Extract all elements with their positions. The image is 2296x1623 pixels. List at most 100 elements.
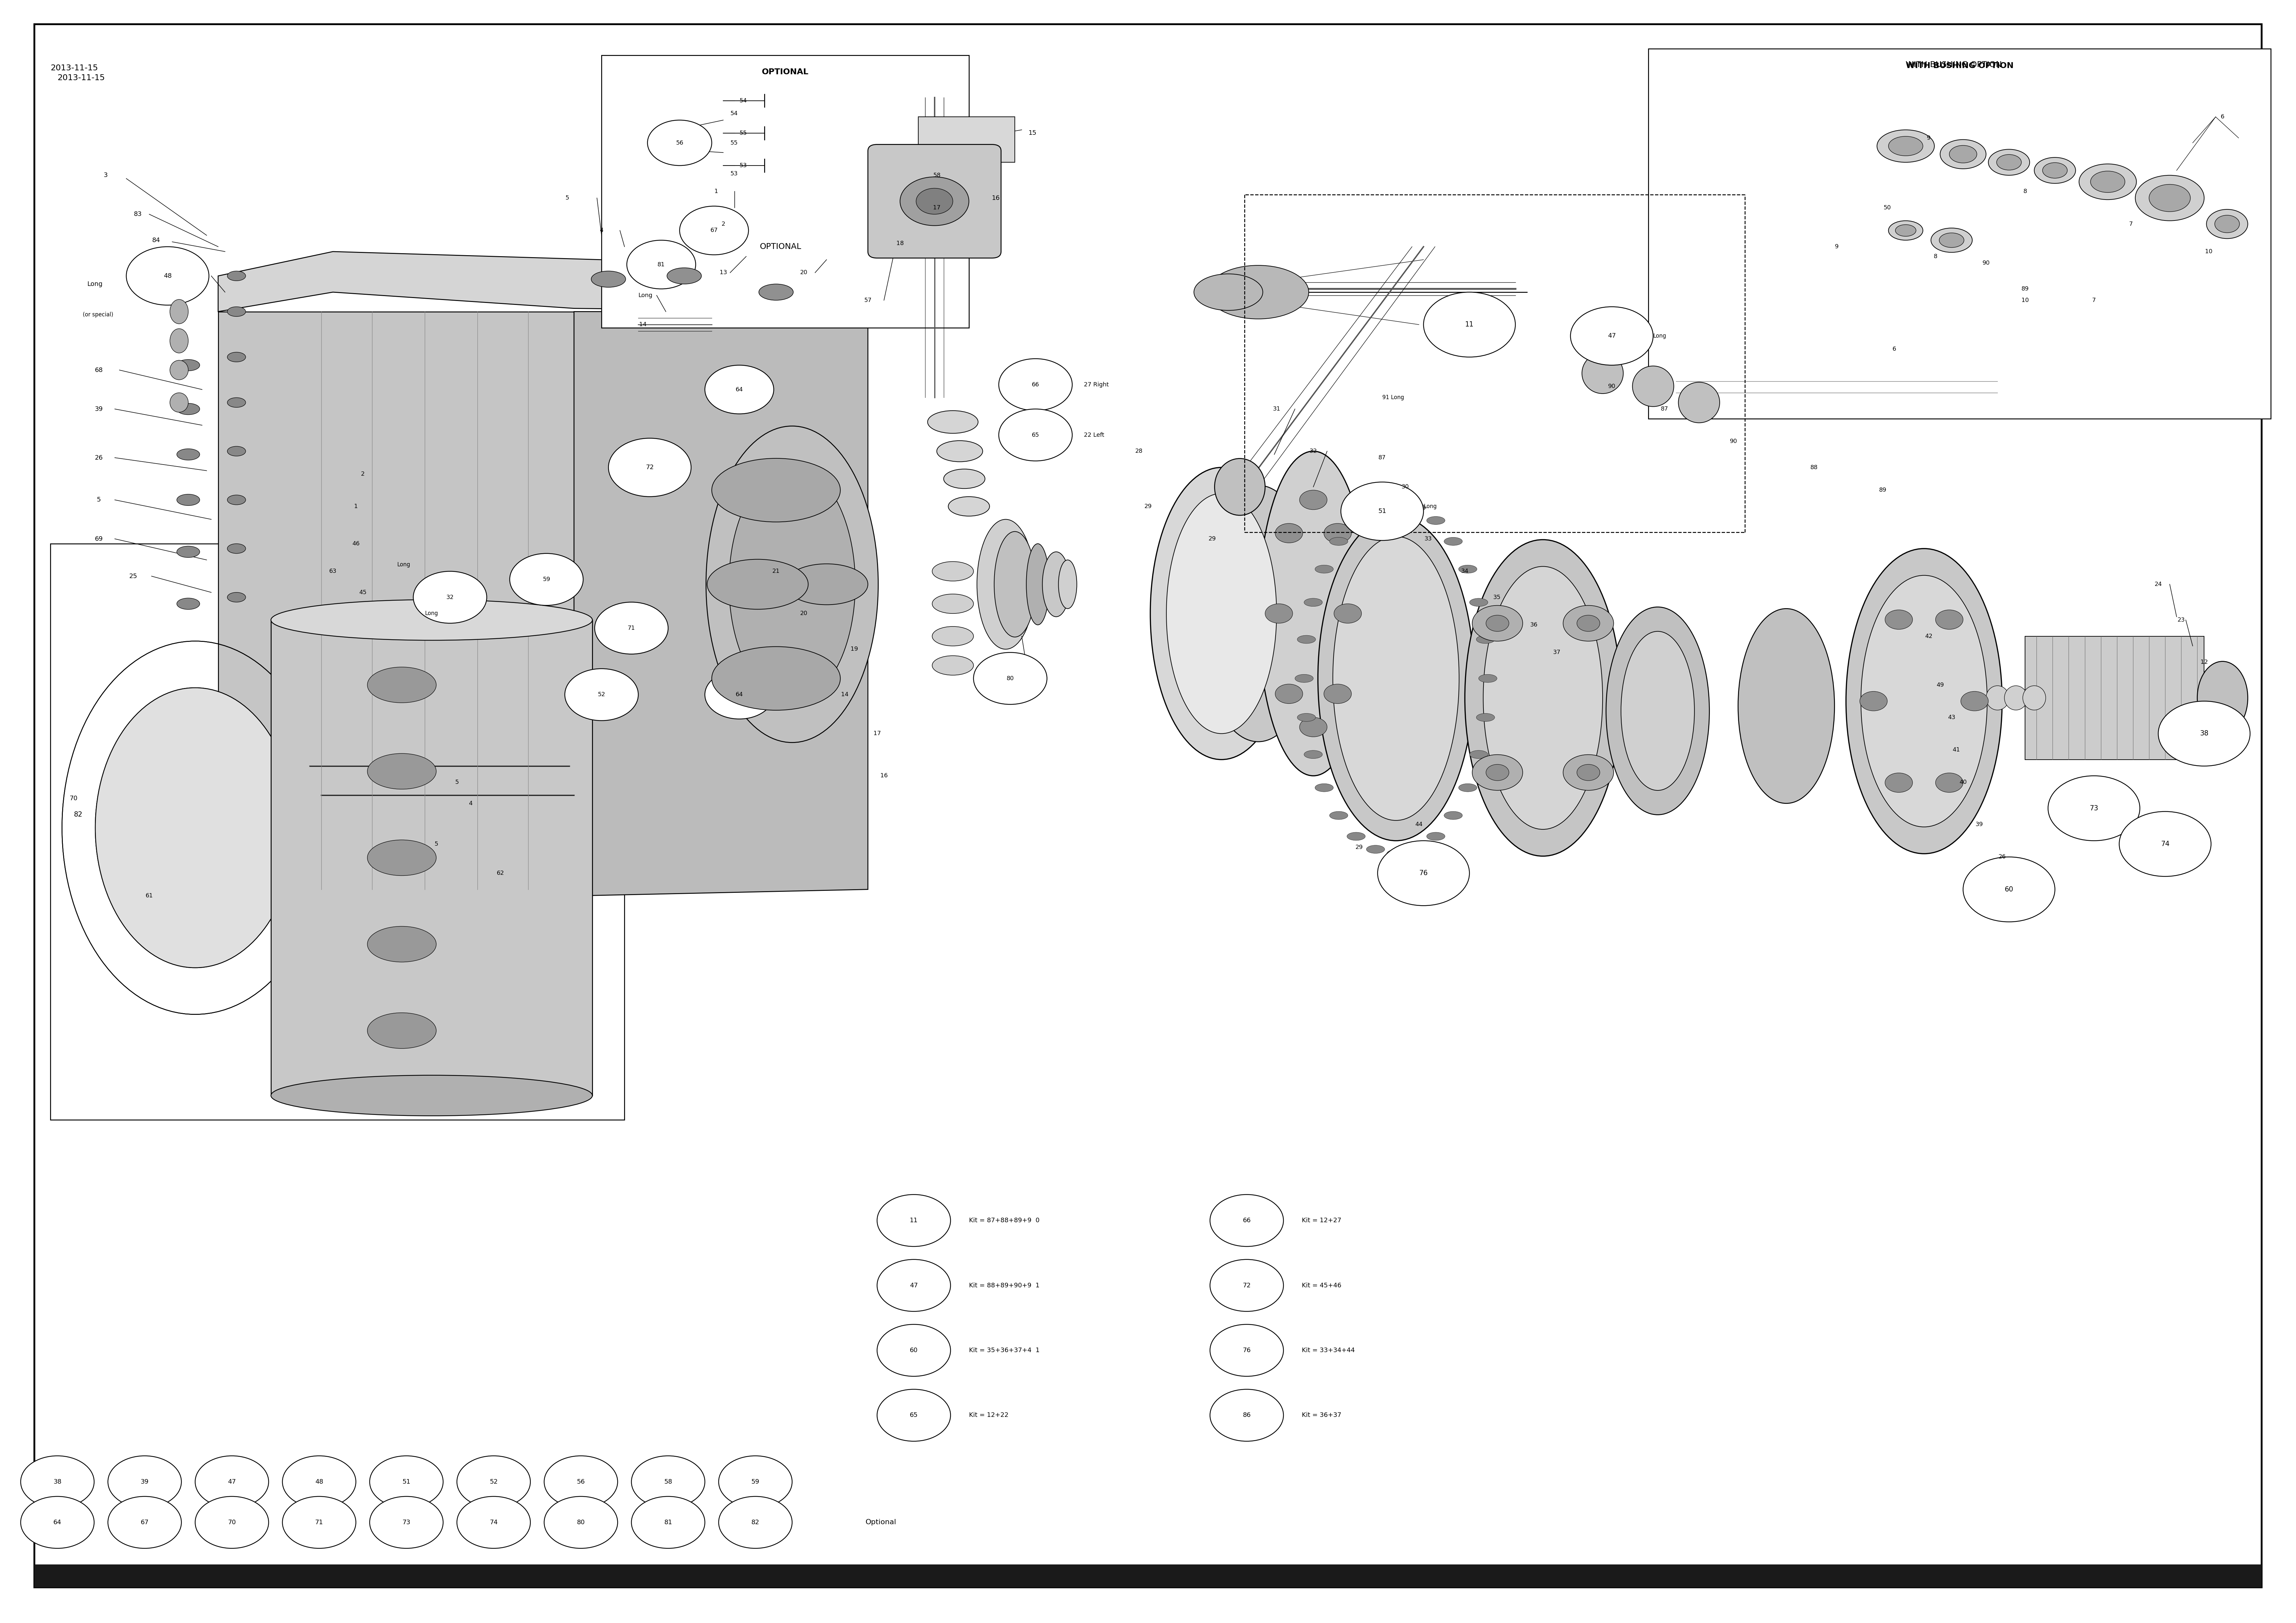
Ellipse shape [666, 268, 700, 284]
Ellipse shape [1258, 451, 1368, 776]
FancyBboxPatch shape [868, 144, 1001, 258]
Polygon shape [218, 252, 868, 312]
Text: Long: Long [425, 610, 439, 617]
Circle shape [2048, 776, 2140, 841]
Ellipse shape [1940, 234, 1963, 248]
Text: 54: 54 [730, 110, 737, 117]
Text: 9: 9 [1926, 135, 1931, 141]
Text: 66: 66 [1031, 381, 1040, 388]
Circle shape [1570, 307, 1653, 365]
Ellipse shape [1564, 605, 1614, 641]
Ellipse shape [1194, 274, 1263, 310]
Circle shape [544, 1496, 618, 1548]
Text: 33: 33 [1424, 536, 1433, 542]
Circle shape [21, 1496, 94, 1548]
Text: 53: 53 [739, 162, 746, 169]
Bar [51, 544, 625, 1120]
Text: 1: 1 [354, 503, 358, 510]
Text: 73: 73 [2089, 805, 2099, 812]
Text: 82: 82 [73, 812, 83, 818]
Circle shape [1885, 610, 1913, 630]
Text: Kit = 87+88+89+9  0: Kit = 87+88+89+9 0 [969, 1217, 1040, 1224]
Ellipse shape [1472, 755, 1522, 790]
Ellipse shape [1387, 500, 1405, 508]
Text: 87: 87 [1660, 406, 1669, 412]
Circle shape [1300, 490, 1327, 510]
Ellipse shape [1215, 459, 1265, 516]
Ellipse shape [2206, 209, 2248, 239]
Text: 18: 18 [895, 240, 905, 247]
Text: 15: 15 [1029, 130, 1038, 136]
Ellipse shape [1876, 130, 1933, 162]
Ellipse shape [271, 1076, 592, 1117]
Ellipse shape [2043, 162, 2066, 179]
Ellipse shape [1465, 540, 1621, 857]
Ellipse shape [2078, 164, 2135, 200]
Ellipse shape [1860, 576, 1986, 828]
Text: 45: 45 [358, 589, 367, 596]
Text: 2013-11-15: 2013-11-15 [57, 75, 106, 81]
Text: 61: 61 [145, 893, 154, 899]
Circle shape [705, 365, 774, 414]
Text: 73: 73 [402, 1519, 411, 1526]
Ellipse shape [900, 177, 969, 226]
Ellipse shape [928, 411, 978, 433]
Text: 52: 52 [597, 691, 606, 698]
Ellipse shape [227, 495, 246, 505]
Text: 90: 90 [1981, 260, 1991, 266]
Ellipse shape [1329, 812, 1348, 820]
Circle shape [1961, 691, 1988, 711]
Ellipse shape [170, 360, 188, 380]
Ellipse shape [1621, 631, 1694, 790]
Circle shape [1325, 683, 1352, 703]
Ellipse shape [712, 646, 840, 711]
Ellipse shape [978, 519, 1033, 649]
Circle shape [1274, 524, 1302, 544]
Text: 56: 56 [675, 140, 684, 146]
Text: 43: 43 [1947, 714, 1956, 721]
Bar [918, 117, 1015, 162]
Circle shape [282, 1496, 356, 1548]
Text: 6: 6 [1892, 346, 1896, 352]
Ellipse shape [2089, 170, 2124, 193]
Ellipse shape [1887, 136, 1922, 156]
Circle shape [1210, 1195, 1283, 1246]
Ellipse shape [1476, 714, 1495, 722]
Ellipse shape [170, 393, 188, 412]
Circle shape [1210, 1259, 1283, 1311]
Ellipse shape [1894, 224, 1915, 237]
Ellipse shape [177, 404, 200, 415]
Ellipse shape [707, 560, 808, 609]
Ellipse shape [1931, 229, 1972, 253]
Ellipse shape [1469, 750, 1488, 758]
Text: 66: 66 [1242, 1217, 1251, 1224]
Circle shape [544, 1456, 618, 1508]
Text: 86: 86 [1242, 1412, 1251, 1419]
Text: 72: 72 [645, 464, 654, 471]
Circle shape [1936, 773, 1963, 792]
Text: 76: 76 [1242, 1347, 1251, 1354]
Circle shape [21, 1456, 94, 1508]
Text: 81: 81 [664, 1519, 673, 1526]
Circle shape [877, 1259, 951, 1311]
Text: Kit = 12+22: Kit = 12+22 [969, 1412, 1008, 1419]
Text: 58: 58 [932, 172, 941, 179]
Circle shape [108, 1456, 181, 1508]
Ellipse shape [1483, 566, 1603, 829]
Text: 89: 89 [2020, 286, 2030, 292]
Text: 38: 38 [53, 1479, 62, 1485]
Text: 83: 83 [133, 211, 142, 217]
Ellipse shape [932, 626, 974, 646]
Bar [34, 1565, 2262, 1587]
Circle shape [370, 1456, 443, 1508]
Circle shape [1885, 773, 1913, 792]
Ellipse shape [785, 563, 868, 605]
Text: 52: 52 [489, 1479, 498, 1485]
Circle shape [877, 1389, 951, 1441]
Ellipse shape [177, 495, 200, 506]
Ellipse shape [227, 398, 246, 407]
Text: WITH BUSHING OPTION: WITH BUSHING OPTION [1906, 62, 2014, 70]
Circle shape [126, 247, 209, 305]
Ellipse shape [592, 271, 625, 287]
Circle shape [1341, 482, 1424, 540]
